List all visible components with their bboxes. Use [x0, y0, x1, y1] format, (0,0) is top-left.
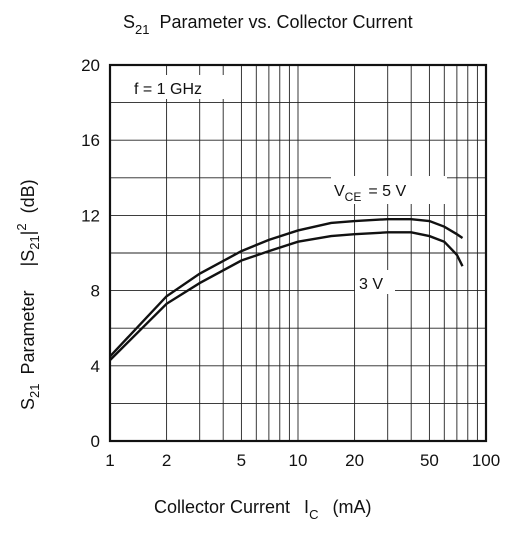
- y-sup: 2: [14, 223, 29, 230]
- y-unit: (dB): [18, 179, 38, 213]
- x-tick-label: 20: [345, 451, 364, 470]
- y-tick-label: 20: [81, 56, 100, 75]
- y-s-sub: 21: [27, 384, 42, 398]
- three-v-label-bg: [355, 270, 395, 294]
- series-line-3v: [109, 231, 464, 362]
- title-sub: 21: [135, 22, 149, 37]
- y-tick-label: 12: [81, 206, 100, 225]
- x-main: Collector Current: [154, 497, 290, 517]
- series-label-3v: 3 V: [359, 276, 383, 293]
- y-abs-open: |S: [18, 250, 38, 267]
- x-tick-label: 50: [420, 451, 439, 470]
- x-symbol: I: [304, 497, 309, 517]
- y-tick-label: 4: [91, 357, 100, 376]
- chart-title: S21 Parameter vs. Collector Current: [123, 12, 413, 37]
- vce-v: V: [334, 183, 345, 200]
- title-rest: Parameter vs. Collector Current: [159, 12, 412, 32]
- y-tick-label: 0: [91, 432, 100, 451]
- series-group: [109, 217, 464, 362]
- vce-rest: = 5 V: [368, 183, 406, 200]
- title-s: S: [123, 12, 135, 32]
- plot-frame: [108, 63, 488, 443]
- vce-sub: CE: [345, 190, 362, 204]
- x-sub: C: [309, 507, 318, 522]
- freq-label-bg: [126, 75, 228, 99]
- y-abs-sub: 21: [27, 235, 42, 249]
- vce-label-bg: [331, 176, 447, 204]
- x-tick-label: 10: [289, 451, 308, 470]
- y-param: Parameter: [18, 290, 38, 374]
- y-abs-close: |: [18, 231, 38, 236]
- grid: [110, 65, 486, 441]
- x-axis-label: Collector Current IC (mA): [154, 497, 371, 522]
- x-tick-label: 1: [105, 451, 114, 470]
- series-line-5v: [109, 217, 464, 358]
- freq-label: f = 1 GHz: [134, 81, 202, 98]
- y-tick-label: 8: [91, 282, 100, 301]
- series-label-5v: VCE = 5 V: [334, 183, 406, 204]
- y-axis-label: S21Parameter|S21|2(dB): [14, 179, 42, 410]
- y-s: S: [18, 398, 38, 410]
- y-tick-label: 16: [81, 131, 100, 150]
- x-tick-label: 5: [237, 451, 246, 470]
- x-unit: (mA): [332, 497, 371, 517]
- x-tick-label: 2: [162, 451, 171, 470]
- x-tick-label: 100: [472, 451, 500, 470]
